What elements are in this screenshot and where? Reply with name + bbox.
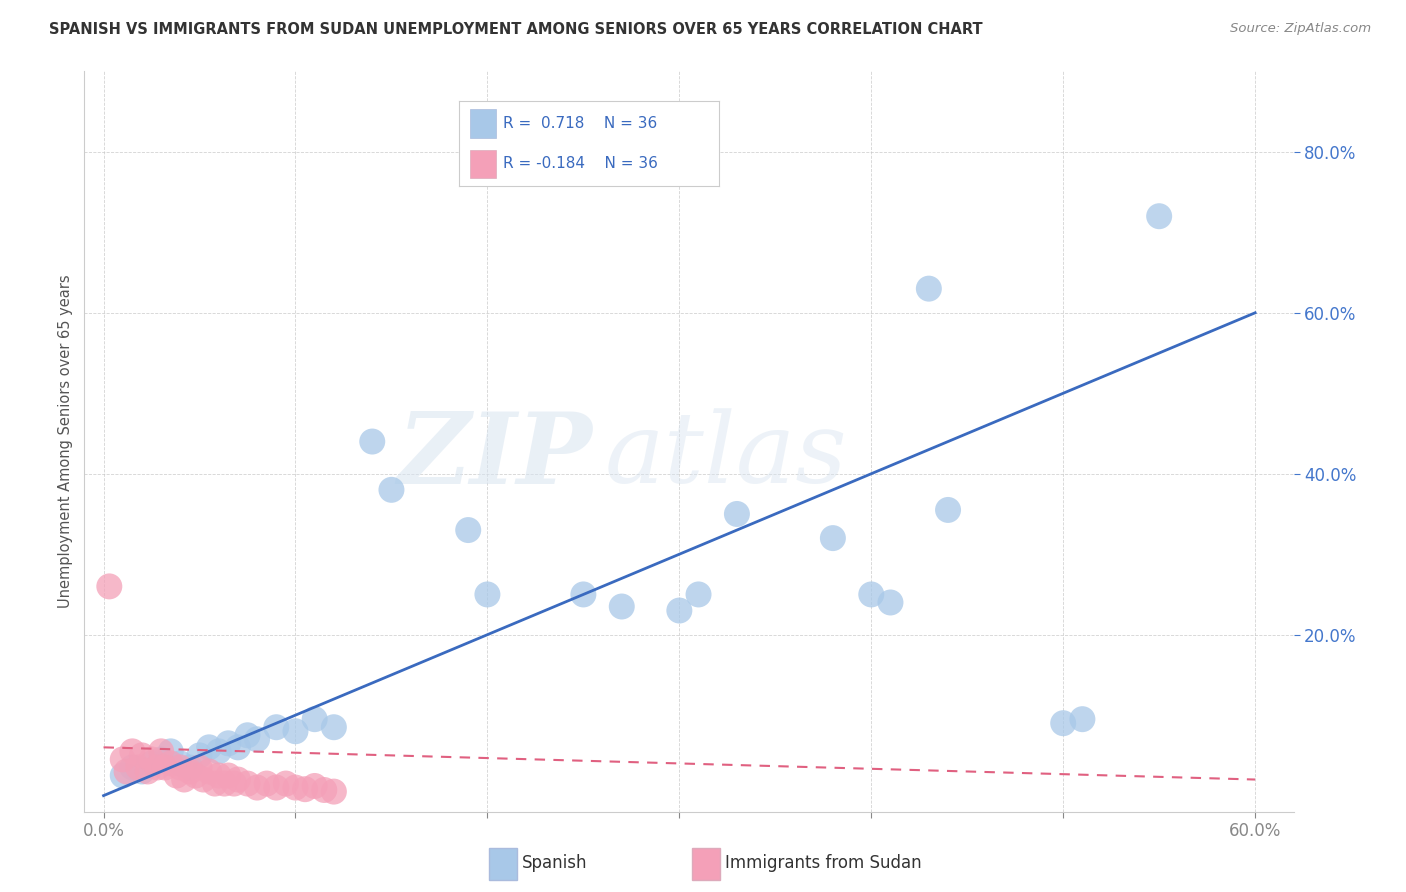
Point <box>236 776 259 790</box>
Point <box>169 760 191 774</box>
Point <box>246 780 269 795</box>
Point <box>879 595 901 609</box>
Point <box>204 776 226 790</box>
Point <box>198 740 221 755</box>
Point <box>304 712 326 726</box>
Y-axis label: Unemployment Among Seniors over 65 years: Unemployment Among Seniors over 65 years <box>58 275 73 608</box>
Point <box>153 760 176 774</box>
Point <box>668 603 690 617</box>
Point <box>226 772 249 787</box>
Point <box>1071 712 1094 726</box>
Point <box>918 282 941 296</box>
Text: Spanish: Spanish <box>522 854 588 872</box>
Text: ZIP: ZIP <box>398 409 592 505</box>
Text: Source: ZipAtlas.com: Source: ZipAtlas.com <box>1230 22 1371 36</box>
Point <box>936 503 959 517</box>
Point <box>188 748 211 763</box>
Point <box>214 776 236 790</box>
Point <box>217 768 239 782</box>
Point <box>725 507 748 521</box>
Point <box>294 782 316 797</box>
Point <box>860 587 883 601</box>
Text: Immigrants from Sudan: Immigrants from Sudan <box>724 854 921 872</box>
Point <box>188 760 211 774</box>
Point <box>111 752 134 766</box>
Point <box>266 780 288 795</box>
Point <box>115 764 138 779</box>
Point <box>322 784 344 798</box>
Point <box>179 764 201 779</box>
Point <box>1052 716 1074 731</box>
Point <box>304 779 326 793</box>
Point <box>131 764 153 779</box>
Point <box>150 744 173 758</box>
Point <box>226 740 249 755</box>
Point <box>131 748 153 763</box>
Point <box>222 776 245 790</box>
Point <box>193 772 215 787</box>
Point <box>274 776 297 790</box>
Point <box>1147 209 1170 223</box>
Point <box>159 756 181 771</box>
Point <box>322 720 344 734</box>
Text: SPANISH VS IMMIGRANTS FROM SUDAN UNEMPLOYMENT AMONG SENIORS OVER 65 YEARS CORREL: SPANISH VS IMMIGRANTS FROM SUDAN UNEMPLO… <box>49 22 983 37</box>
Point <box>256 776 278 790</box>
Point <box>141 756 163 771</box>
Point <box>127 760 149 774</box>
Point <box>198 764 221 779</box>
Point <box>150 752 173 766</box>
Point <box>457 523 479 537</box>
Point <box>821 531 844 545</box>
Point <box>121 760 143 774</box>
Text: atlas: atlas <box>605 409 846 504</box>
Point <box>284 724 307 739</box>
Point <box>179 760 201 774</box>
Point <box>111 768 134 782</box>
Point <box>136 764 159 779</box>
Point <box>572 587 595 601</box>
Point <box>380 483 402 497</box>
Point <box>159 744 181 758</box>
Point <box>166 768 188 782</box>
Point <box>217 736 239 750</box>
Point <box>173 772 195 787</box>
Point <box>284 780 307 795</box>
Point <box>477 587 499 601</box>
Point <box>208 744 231 758</box>
Point <box>246 732 269 747</box>
Point <box>236 728 259 742</box>
Point <box>610 599 633 614</box>
Point <box>98 579 121 593</box>
Point <box>314 783 336 797</box>
Point <box>208 768 231 782</box>
Point <box>169 756 191 771</box>
Point <box>184 768 207 782</box>
Point <box>141 752 163 766</box>
Point <box>688 587 710 601</box>
FancyBboxPatch shape <box>489 848 517 880</box>
FancyBboxPatch shape <box>692 848 720 880</box>
Point <box>121 744 143 758</box>
Point <box>146 760 169 774</box>
Point <box>361 434 384 449</box>
Point <box>266 720 288 734</box>
